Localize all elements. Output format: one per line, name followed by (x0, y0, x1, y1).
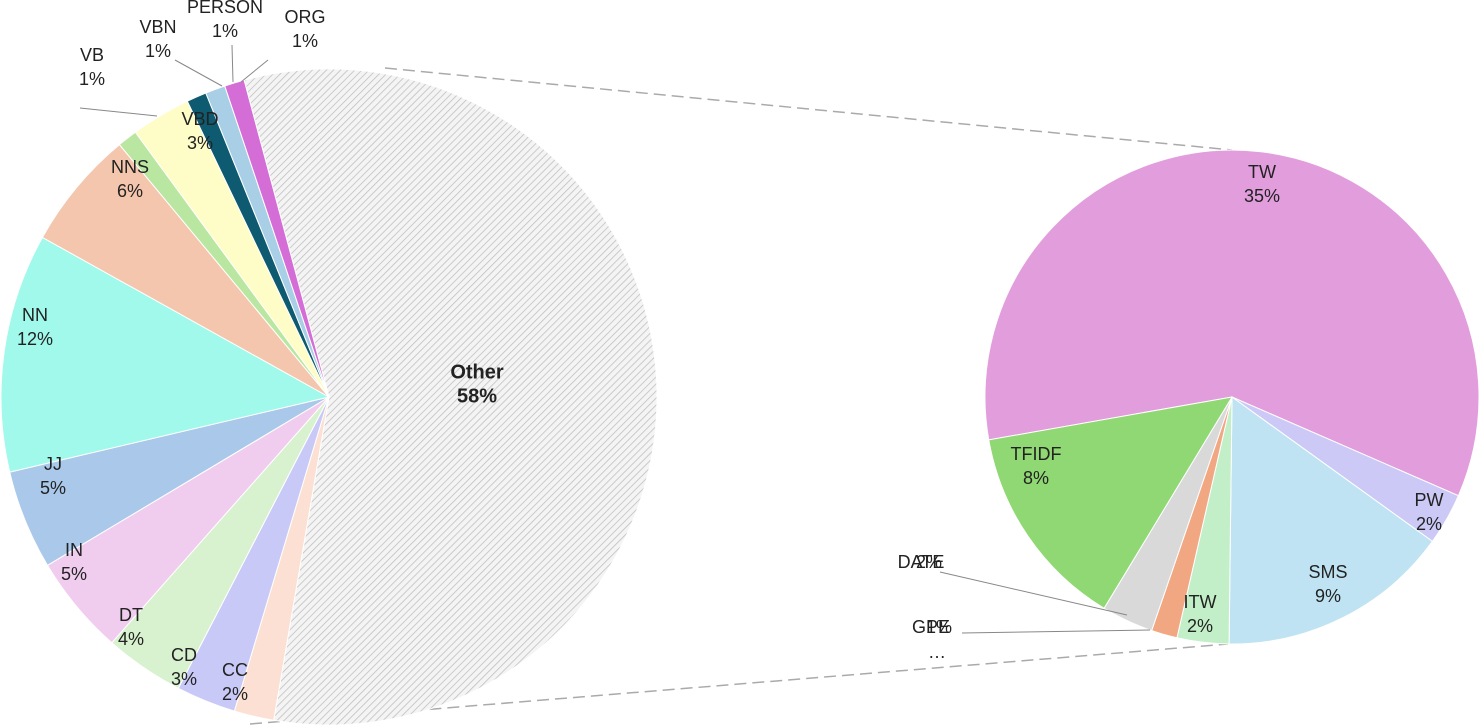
slice-value: 3% (187, 133, 213, 153)
slice-value: 6% (117, 181, 143, 201)
slice-label: VBD (181, 109, 218, 129)
slice-label: GPE (912, 617, 950, 637)
slice-value: 35% (1244, 186, 1280, 206)
leader-line (79, 107, 158, 117)
more-label: … (928, 642, 946, 662)
slice-label: VBN (139, 17, 176, 37)
pie-slice (224, 79, 330, 398)
pie-slice (243, 68, 658, 725)
pie-slice (41, 143, 330, 398)
leader-line (174, 59, 223, 87)
slice-label: CD (171, 645, 197, 665)
slice-value: 2% (222, 684, 248, 704)
slice-label: IN (65, 540, 83, 560)
slice-value: 1% (292, 31, 318, 51)
slice-label: TFIDF (1011, 444, 1062, 464)
slice-label: DATE (898, 552, 945, 572)
slice-value: 5% (61, 564, 87, 584)
slice-value: 1% (79, 69, 105, 89)
slice-label: ITW (1184, 592, 1217, 612)
slice-label: SMS (1308, 562, 1347, 582)
slice-label: VB (80, 45, 104, 65)
slice-label: PERSON (187, 0, 263, 17)
slice-value: 58% (457, 385, 497, 407)
slice-label: JJ (44, 454, 62, 474)
slice-value: 3% (171, 669, 197, 689)
slice-label: Other (450, 361, 504, 383)
slice-value: 2% (1416, 514, 1442, 534)
pie-slice (988, 396, 1233, 609)
leader-line (240, 59, 269, 83)
slice-value: 8% (1023, 468, 1049, 488)
slice-value: 9% (1315, 586, 1341, 606)
slice-value: 1% (926, 617, 952, 637)
slice-value: 5% (40, 478, 66, 498)
slice-label: TW (1248, 162, 1276, 182)
pie-slice (984, 149, 1479, 497)
slice-value: 1% (212, 21, 238, 41)
slice-label: CC (222, 660, 248, 680)
slice-value: 4% (118, 629, 144, 649)
slice-value: 1% (145, 41, 171, 61)
slice-value: 12% (17, 329, 53, 349)
slice-value: 2% (916, 552, 942, 572)
slice-label: NNS (111, 157, 149, 177)
pie-slice (0, 236, 331, 473)
slice-label: ORG (284, 7, 325, 27)
pie-slice (1228, 396, 1434, 645)
leader-line (939, 571, 1128, 616)
slice-label: NN (22, 305, 48, 325)
leader-line (961, 629, 1151, 634)
connector (384, 67, 1233, 151)
leader-line (231, 44, 234, 83)
slice-label: DT (119, 605, 143, 625)
slice-label: PW (1415, 490, 1444, 510)
slice-value: 2% (1187, 616, 1213, 636)
